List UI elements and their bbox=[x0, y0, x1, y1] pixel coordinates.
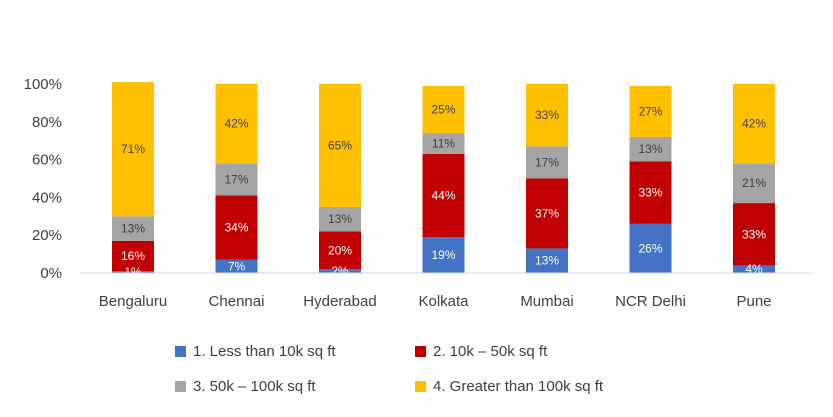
data-label: 26% bbox=[638, 241, 662, 255]
bar-segment bbox=[733, 203, 775, 266]
bar-segment bbox=[733, 163, 775, 204]
data-label: 16% bbox=[121, 249, 145, 263]
y-tick-label: 60% bbox=[32, 152, 62, 169]
bar-segment bbox=[526, 84, 568, 147]
data-label: 11% bbox=[432, 137, 455, 151]
x-axis: Bengaluru Chennai Hyderabad Kolkata Mumbai NC… bbox=[80, 272, 812, 310]
data-label: 2% bbox=[331, 264, 349, 278]
bar-segment bbox=[733, 84, 775, 164]
y-axis: 0% 20% 40% 60% 80% 100% bbox=[24, 76, 62, 282]
data-label: 33% bbox=[535, 108, 559, 122]
legend-label: 2. 10k – 50k sq ft bbox=[433, 343, 548, 360]
data-label: 34% bbox=[224, 221, 248, 235]
bar-segment bbox=[422, 85, 465, 134]
legend: 1. Less than 10k sq ft 2. 10k – 50k sq ft… bbox=[175, 343, 604, 395]
data-label: 71% bbox=[121, 142, 145, 156]
data-label: 13% bbox=[535, 254, 559, 268]
bar-segment bbox=[526, 146, 568, 179]
x-tick-label: Bengaluru bbox=[99, 293, 167, 310]
bar-segment bbox=[215, 84, 258, 164]
data-label: 25% bbox=[431, 103, 455, 117]
bar-segment bbox=[629, 223, 672, 273]
bar-segment bbox=[629, 136, 672, 162]
bar-segment bbox=[215, 259, 258, 273]
data-label: 13% bbox=[328, 212, 352, 226]
y-tick-label: 80% bbox=[32, 114, 62, 131]
data-label: 33% bbox=[742, 227, 766, 241]
data-label: 27% bbox=[638, 104, 662, 118]
data-label: 13% bbox=[121, 222, 145, 236]
bar-segment bbox=[215, 195, 258, 260]
bar-segment bbox=[422, 237, 465, 273]
x-tick-label: Chennai bbox=[209, 293, 265, 310]
y-tick-label: 100% bbox=[24, 76, 62, 93]
legend-label: 1. Less than 10k sq ft bbox=[193, 343, 336, 360]
x-tick-label: Mumbai bbox=[520, 293, 573, 310]
bar-segment bbox=[629, 85, 672, 137]
data-label: 19% bbox=[431, 248, 455, 262]
legend-swatch bbox=[415, 346, 426, 357]
bar-segment bbox=[112, 271, 154, 273]
legend-label: 3. 50k – 100k sq ft bbox=[193, 378, 316, 395]
bar-segment bbox=[422, 133, 465, 154]
legend-label: 4. Greater than 100k sq ft bbox=[433, 378, 604, 395]
x-tick-label: Pune bbox=[736, 293, 771, 310]
y-tick-label: 20% bbox=[32, 227, 62, 244]
bar-segment bbox=[733, 265, 775, 273]
bars bbox=[112, 82, 775, 273]
legend-swatch bbox=[175, 381, 186, 392]
data-label: 42% bbox=[224, 117, 248, 131]
bar-segment bbox=[319, 84, 361, 207]
y-tick-label: 0% bbox=[40, 265, 62, 282]
data-label: 65% bbox=[328, 138, 352, 152]
data-label: 37% bbox=[535, 206, 559, 220]
data-label: 7% bbox=[228, 259, 246, 273]
data-label: 33% bbox=[638, 186, 662, 200]
bar-segment bbox=[629, 161, 672, 224]
data-label: 13% bbox=[638, 142, 662, 156]
bar-segment bbox=[112, 82, 154, 217]
bar-segment bbox=[112, 240, 154, 272]
data-label: 4% bbox=[745, 262, 763, 276]
data-label: 21% bbox=[742, 176, 766, 190]
data-label: 20% bbox=[328, 243, 352, 257]
data-labels: 1% 16% 13% 71% 7% 34% 17% 42% 2% 20% 13% 65% 19% 44% 1… bbox=[121, 103, 766, 280]
data-label: 17% bbox=[535, 155, 559, 169]
x-tick-label: Kolkata bbox=[418, 293, 469, 310]
x-tick-label: NCR Delhi bbox=[615, 293, 686, 310]
y-tick-label: 40% bbox=[32, 189, 62, 206]
bar-segment bbox=[112, 216, 154, 241]
x-tick-label: Hyderabad bbox=[303, 293, 376, 310]
data-label: 42% bbox=[742, 117, 766, 131]
legend-swatch bbox=[175, 346, 186, 357]
bar-segment bbox=[319, 206, 361, 232]
legend-swatch bbox=[415, 381, 426, 392]
data-label: 44% bbox=[431, 189, 455, 203]
data-label: 1% bbox=[124, 265, 142, 279]
bar-segment bbox=[215, 163, 258, 196]
bar-segment bbox=[422, 153, 465, 238]
bar-segment bbox=[526, 178, 568, 249]
bar-segment bbox=[319, 269, 361, 273]
bar-segment bbox=[526, 248, 568, 273]
bar-segment bbox=[319, 231, 361, 270]
data-label: 17% bbox=[224, 172, 248, 186]
